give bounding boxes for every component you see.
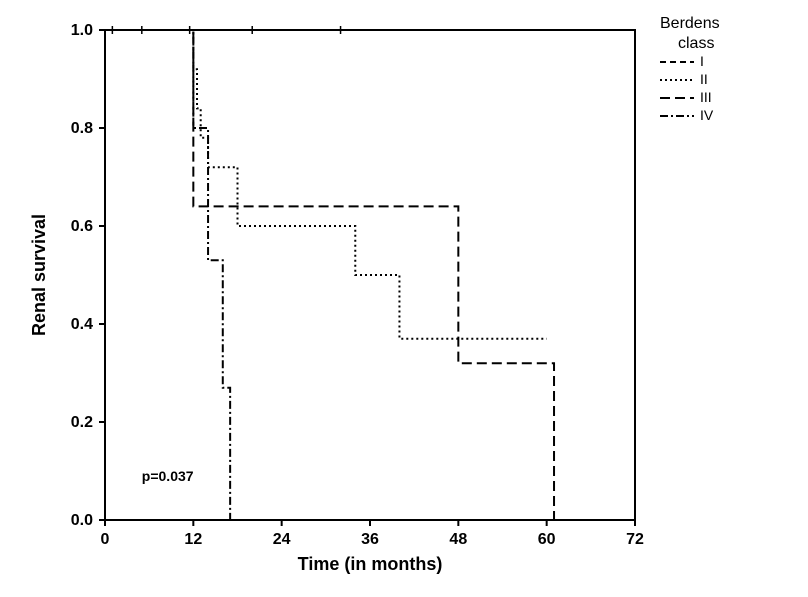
svg-text:III: III — [700, 89, 712, 105]
svg-text:24: 24 — [273, 531, 291, 548]
svg-text:0.4: 0.4 — [71, 316, 93, 333]
svg-text:IV: IV — [700, 107, 714, 123]
svg-text:48: 48 — [449, 531, 467, 548]
svg-text:Time (in months): Time (in months) — [298, 554, 443, 574]
svg-text:Berdens: Berdens — [660, 15, 720, 32]
svg-text:12: 12 — [184, 531, 202, 548]
svg-text:1.0: 1.0 — [71, 22, 93, 39]
svg-text:0.2: 0.2 — [71, 414, 93, 431]
svg-text:0: 0 — [101, 531, 110, 548]
svg-text:0.0: 0.0 — [71, 512, 93, 529]
svg-text:class: class — [678, 35, 714, 52]
svg-text:I: I — [700, 53, 704, 69]
svg-text:0.6: 0.6 — [71, 218, 93, 235]
svg-text:36: 36 — [361, 531, 379, 548]
svg-text:0.8: 0.8 — [71, 120, 93, 137]
svg-text:p=0.037: p=0.037 — [142, 468, 194, 484]
svg-text:60: 60 — [538, 531, 556, 548]
survival-chart: 0 12 24 36 48 60 72 0.0 0.2 0.4 0.6 0.8 1.0 Time (in … — [0, 0, 808, 597]
svg-text:II: II — [700, 71, 708, 87]
svg-text:Renal survival: Renal survival — [29, 214, 49, 336]
chart-svg: 0 12 24 36 48 60 72 0.0 0.2 0.4 0.6 0.8 1.0 Time (in … — [0, 0, 808, 597]
svg-text:72: 72 — [626, 531, 644, 548]
